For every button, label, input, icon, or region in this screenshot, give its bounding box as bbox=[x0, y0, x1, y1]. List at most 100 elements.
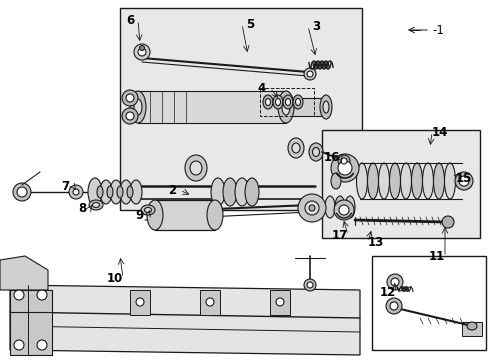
Ellipse shape bbox=[275, 99, 280, 105]
Circle shape bbox=[441, 216, 453, 228]
Circle shape bbox=[17, 187, 27, 197]
Ellipse shape bbox=[308, 143, 323, 161]
Ellipse shape bbox=[107, 186, 113, 198]
Ellipse shape bbox=[190, 161, 202, 175]
Ellipse shape bbox=[206, 200, 223, 230]
Ellipse shape bbox=[263, 95, 272, 109]
Ellipse shape bbox=[117, 186, 123, 198]
Text: -1: -1 bbox=[431, 23, 443, 36]
Text: 17: 17 bbox=[331, 229, 347, 242]
Ellipse shape bbox=[285, 99, 290, 105]
Circle shape bbox=[386, 274, 402, 290]
Ellipse shape bbox=[312, 148, 319, 157]
Circle shape bbox=[304, 279, 315, 291]
Text: 14: 14 bbox=[431, 126, 447, 139]
Ellipse shape bbox=[278, 91, 293, 123]
Text: 10: 10 bbox=[107, 271, 123, 284]
Bar bbox=[155, 200, 215, 230]
Circle shape bbox=[14, 340, 24, 350]
Ellipse shape bbox=[130, 180, 142, 204]
Polygon shape bbox=[10, 290, 52, 355]
Circle shape bbox=[458, 176, 468, 186]
Ellipse shape bbox=[356, 163, 367, 199]
Text: 3: 3 bbox=[311, 19, 320, 32]
Ellipse shape bbox=[378, 163, 389, 199]
Circle shape bbox=[337, 155, 349, 167]
Bar bbox=[269, 290, 289, 315]
Bar bbox=[461, 322, 481, 336]
Ellipse shape bbox=[144, 207, 151, 212]
Bar bbox=[260, 88, 313, 116]
Circle shape bbox=[337, 161, 351, 175]
Circle shape bbox=[73, 189, 79, 195]
Circle shape bbox=[37, 340, 47, 350]
Ellipse shape bbox=[345, 196, 354, 218]
Circle shape bbox=[139, 45, 144, 50]
Text: 16: 16 bbox=[323, 150, 340, 163]
Text: 5: 5 bbox=[245, 18, 254, 31]
Text: 2: 2 bbox=[167, 184, 176, 197]
Ellipse shape bbox=[287, 138, 304, 158]
Circle shape bbox=[205, 298, 214, 306]
Text: 12: 12 bbox=[379, 285, 395, 298]
Ellipse shape bbox=[244, 178, 259, 206]
Ellipse shape bbox=[291, 143, 299, 153]
Ellipse shape bbox=[325, 196, 334, 218]
Circle shape bbox=[136, 298, 143, 306]
Circle shape bbox=[305, 201, 318, 215]
Ellipse shape bbox=[433, 163, 444, 199]
Circle shape bbox=[454, 172, 472, 190]
Circle shape bbox=[333, 200, 353, 220]
Ellipse shape bbox=[272, 95, 283, 109]
Circle shape bbox=[297, 194, 325, 222]
Circle shape bbox=[37, 290, 47, 300]
Text: 11: 11 bbox=[428, 251, 444, 264]
Text: 6: 6 bbox=[125, 14, 134, 27]
Ellipse shape bbox=[92, 202, 99, 207]
Text: 9: 9 bbox=[136, 208, 144, 221]
Ellipse shape bbox=[184, 155, 206, 181]
Ellipse shape bbox=[411, 163, 422, 199]
Circle shape bbox=[275, 298, 284, 306]
Ellipse shape bbox=[265, 99, 270, 105]
Circle shape bbox=[134, 44, 150, 60]
Circle shape bbox=[126, 112, 134, 120]
Bar bbox=[285, 98, 325, 116]
Circle shape bbox=[385, 298, 401, 314]
Bar bbox=[120, 8, 361, 210]
Circle shape bbox=[306, 71, 312, 77]
Text: 15: 15 bbox=[455, 171, 471, 185]
Ellipse shape bbox=[389, 163, 400, 199]
Ellipse shape bbox=[134, 99, 142, 115]
Circle shape bbox=[338, 205, 348, 215]
Ellipse shape bbox=[110, 180, 122, 204]
Ellipse shape bbox=[367, 163, 378, 199]
Circle shape bbox=[122, 90, 138, 106]
Bar bbox=[130, 290, 150, 315]
Ellipse shape bbox=[235, 178, 248, 206]
Circle shape bbox=[306, 282, 312, 288]
Circle shape bbox=[14, 290, 24, 300]
Ellipse shape bbox=[334, 196, 345, 218]
Circle shape bbox=[304, 68, 315, 80]
Ellipse shape bbox=[292, 95, 303, 109]
Ellipse shape bbox=[319, 95, 331, 119]
Ellipse shape bbox=[88, 178, 102, 206]
Ellipse shape bbox=[127, 186, 133, 198]
Ellipse shape bbox=[97, 186, 103, 198]
Ellipse shape bbox=[295, 99, 300, 105]
Circle shape bbox=[390, 278, 398, 286]
Text: 4: 4 bbox=[257, 81, 265, 95]
Ellipse shape bbox=[466, 322, 476, 330]
Text: 13: 13 bbox=[367, 235, 384, 248]
Circle shape bbox=[308, 205, 314, 211]
Ellipse shape bbox=[323, 101, 328, 113]
Bar bbox=[371, 256, 485, 350]
Polygon shape bbox=[0, 256, 48, 290]
Circle shape bbox=[122, 108, 138, 124]
Circle shape bbox=[340, 158, 346, 164]
Ellipse shape bbox=[210, 178, 224, 206]
Circle shape bbox=[389, 302, 397, 310]
Bar bbox=[321, 130, 479, 238]
Text: 8: 8 bbox=[78, 202, 86, 215]
